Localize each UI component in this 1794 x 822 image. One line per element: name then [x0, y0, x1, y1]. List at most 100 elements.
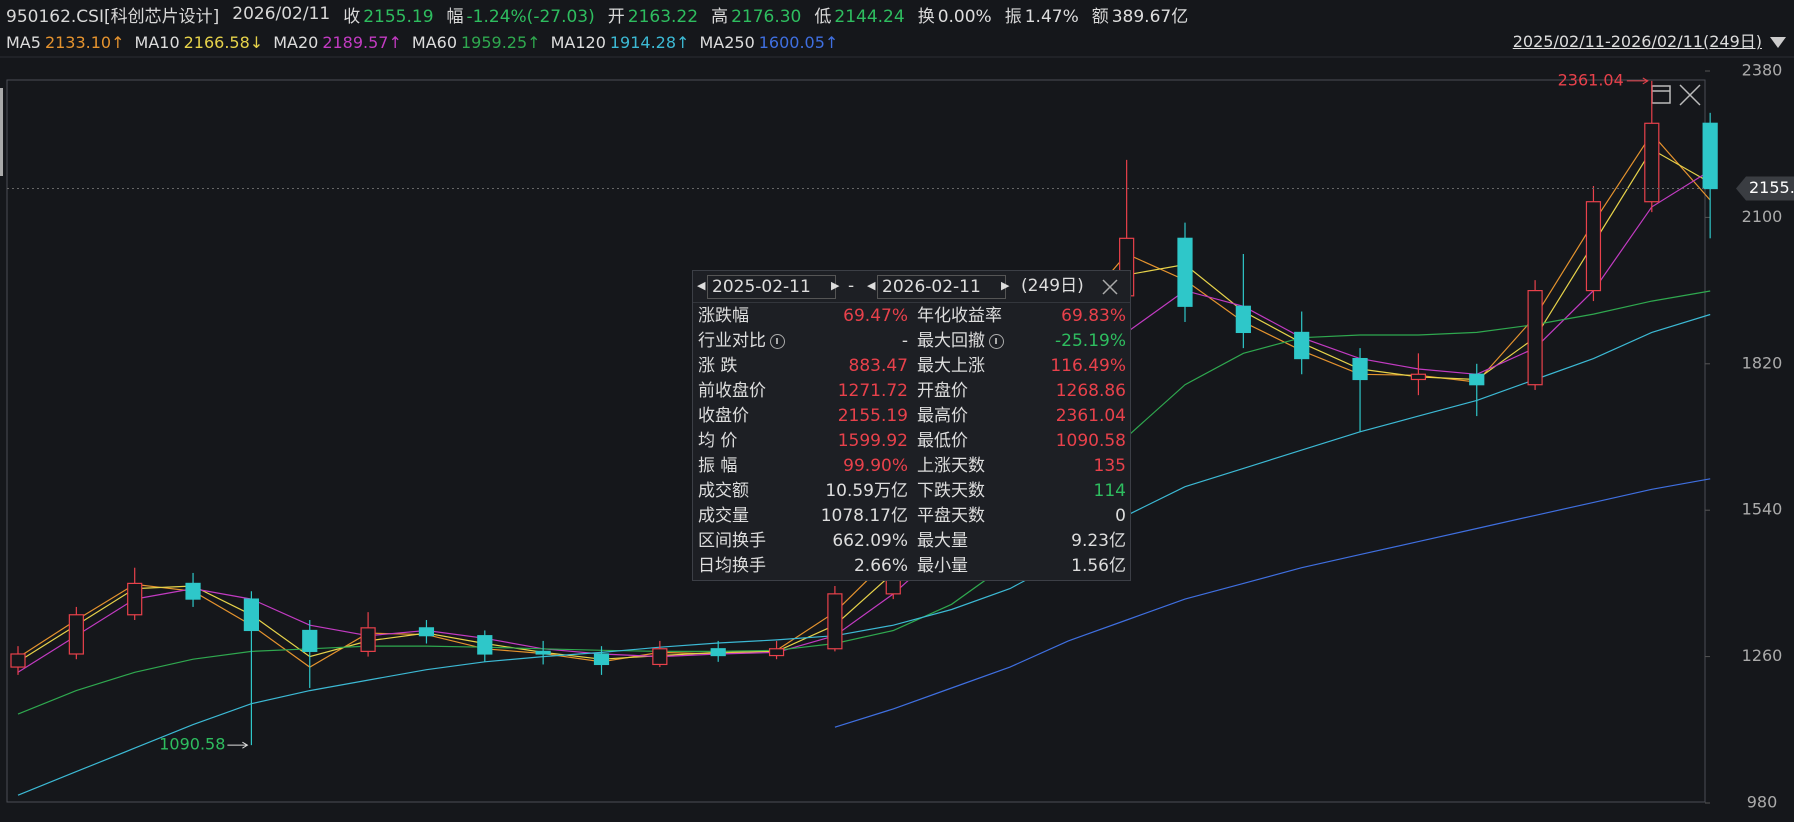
field: 高 2176.30 — [711, 2, 801, 27]
help-icon[interactable] — [770, 333, 785, 349]
ma-name: MA250 — [699, 32, 755, 52]
stat-label: 最大回撤 — [917, 329, 1004, 354]
panel-close[interactable] — [1101, 278, 1119, 296]
ma-name: MA20 — [273, 32, 319, 52]
stat-value: 0 — [1115, 506, 1126, 526]
stat-label: 涨 跌 — [698, 356, 738, 376]
stats-row: 收盘价 2155.19 最高价 2361.04 — [693, 404, 1130, 429]
field: 幅 -1.24%(-27.03) — [447, 2, 595, 27]
stats-row: 成交量 1078.17亿 平盘天数 0 — [693, 504, 1130, 529]
candle-body — [1177, 237, 1193, 307]
candle-body — [477, 635, 493, 655]
stat-label: 成交额 — [698, 481, 749, 501]
stat-value: 2361.04 — [1055, 406, 1126, 426]
stat-value: 1078.17亿 — [820, 506, 908, 526]
field-value: 2163.22 — [627, 6, 699, 27]
stat-value: 114 — [1093, 481, 1126, 501]
candle-body — [243, 598, 259, 632]
end-date[interactable]: 2026-02-11 — [877, 275, 1006, 299]
stat-value: 883.47 — [848, 356, 908, 376]
candle-body — [827, 593, 843, 650]
candle-body — [185, 582, 201, 600]
stat-label: 均 价 — [698, 431, 738, 451]
stat-label: 上涨天数 — [917, 456, 985, 476]
stat-label: 下跌天数 — [917, 481, 985, 501]
ma-value: 1600.05↑ — [758, 32, 839, 52]
field-label: 收 — [343, 6, 361, 27]
start-date[interactable]: 2025-02-11 — [707, 275, 836, 299]
date-range[interactable]: 2025/02/11-2026/02/11(249日) — [1512, 32, 1762, 51]
candle-body — [1352, 357, 1368, 381]
field-label: 幅 — [446, 6, 464, 27]
stat-value: 10.59万亿 — [825, 481, 908, 501]
field-value: -1.24%(-27.03) — [466, 6, 595, 27]
symbol: 950162.CSI[科创芯片设计] — [6, 6, 220, 27]
field: 低 2144.24 — [814, 2, 904, 27]
stat-value: 116.49% — [1050, 356, 1126, 376]
stat-label: 区间换手 — [698, 531, 766, 551]
stat-label: 年化收益率 — [917, 306, 1002, 326]
candle-body — [10, 653, 26, 668]
date: 2026/02/11 — [232, 4, 331, 24]
prev-arrow[interactable]: ◀ — [697, 279, 706, 292]
ma-value: 2189.57↑ — [322, 32, 402, 52]
stat-value: 1599.92 — [837, 431, 908, 451]
window-buttons[interactable] — [1651, 84, 1701, 106]
field: 开 2163.22 — [608, 2, 698, 27]
stat-label: 最高价 — [917, 406, 968, 426]
stat-label: 最大上涨 — [917, 356, 985, 376]
field-value: 2176.30 — [731, 6, 802, 27]
field: 收 2155.19 — [343, 2, 433, 27]
stats-panel: ◀ 2025-02-11 ▶ - ◀ 2026-02-11 ▶ (249日) 涨… — [692, 270, 1131, 581]
maximize-button[interactable] — [1651, 85, 1671, 104]
candle-body — [1235, 305, 1251, 334]
low-arrow — [227, 741, 249, 749]
ma-line — [17, 290, 1711, 715]
high-arrow — [1626, 77, 1649, 85]
ma-legend-item: MA60 1959.25↑ — [412, 33, 541, 52]
ma-legend-item: MA10 2166.58↓ — [135, 33, 264, 52]
close-button[interactable] — [1679, 84, 1701, 106]
ma-legend-item: MA250 1600.05↑ — [699, 33, 838, 52]
high-annotation: 2361.04 — [1558, 70, 1624, 89]
y-tick-label: 1260 — [1742, 646, 1783, 665]
range-dropdown[interactable] — [1770, 37, 1786, 48]
stat-label: 日均换手 — [698, 556, 766, 576]
candle-body — [593, 653, 610, 666]
scrollbar[interactable] — [0, 88, 3, 176]
stat-label: 最低价 — [917, 431, 968, 451]
stat-value: 9.23亿 — [1071, 531, 1126, 551]
stat-value: 1.56亿 — [1071, 556, 1126, 576]
ma-name: MA120 — [550, 32, 606, 52]
candle-body — [68, 614, 84, 655]
next-arrow[interactable]: ▶ — [831, 279, 840, 292]
stat-label: 收盘价 — [698, 406, 749, 426]
ma-value: 1914.28↑ — [609, 32, 690, 52]
ma-value: 2133.10↑ — [44, 32, 125, 52]
header: 950162.CSI[科创芯片设计] 2026/02/11 收 2155.19 幅 -… — [6, 0, 1188, 28]
stats-row: 行业对比 - 最大回撤 -25.19% — [693, 329, 1130, 354]
stats-row: 涨跌幅 69.47% 年化收益率 69.83% — [693, 304, 1130, 329]
ma-line — [17, 132, 1711, 668]
stat-value: 135 — [1093, 456, 1126, 476]
stat-value: 69.83% — [1061, 306, 1126, 326]
field-label: 额 — [1091, 6, 1109, 27]
stats-row: 日均换手 2.66% 最小量 1.56亿 — [693, 554, 1130, 579]
stat-label: 涨跌幅 — [698, 306, 749, 326]
y-tick-label: 980 — [1747, 793, 1778, 812]
field-label: 振 — [1004, 6, 1022, 27]
stat-value: 1268.86 — [1055, 381, 1126, 401]
ma-legend-item: MA20 2189.57↑ — [273, 33, 402, 52]
range-dash: - — [848, 276, 855, 296]
field-value: 389.67亿 — [1111, 6, 1189, 27]
stat-value: - — [901, 331, 908, 351]
ma-legend-item: MA120 1914.28↑ — [551, 33, 690, 52]
next-arrow[interactable]: ▶ — [1001, 279, 1010, 292]
ma-name: MA5 — [6, 32, 41, 52]
candle-body — [652, 648, 668, 666]
price-tag — [1736, 176, 1794, 201]
prev-arrow[interactable]: ◀ — [867, 279, 876, 292]
help-icon[interactable] — [989, 333, 1004, 349]
stats-row: 前收盘价 1271.72 开盘价 1268.86 — [693, 379, 1130, 404]
stat-label: 开盘价 — [917, 381, 968, 401]
